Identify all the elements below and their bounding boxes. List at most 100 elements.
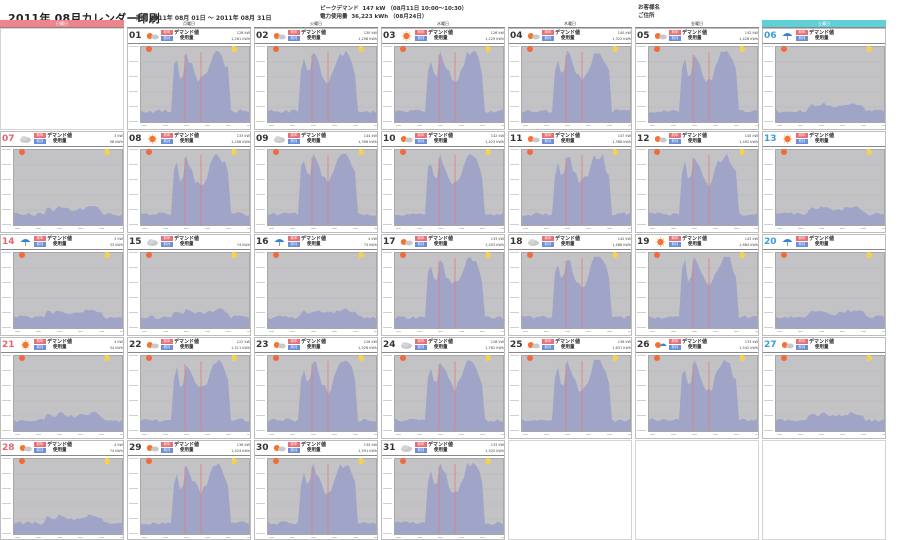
- previous-year-badge: 前年: [34, 236, 46, 241]
- previous-month-badge: 前月: [288, 242, 300, 247]
- demand-label: デマンド値: [555, 133, 581, 139]
- weekday-header: 金曜日: [635, 20, 759, 28]
- day-number: 19: [637, 237, 650, 247]
- demand-value: 133 kW: [490, 443, 504, 447]
- usage-value: 1,261 kWh: [231, 37, 250, 41]
- usage-label: 使用量: [434, 139, 448, 144]
- day-cell: 09 前年 前月 デマンド値 使用量 144 kW 1,396 kWh: [254, 131, 378, 233]
- usage-value: 74 kWh: [109, 449, 123, 453]
- previous-month-badge: 前月: [161, 139, 173, 144]
- comparison-badges: 前年 前月: [34, 339, 46, 351]
- y-axis-ticks: [256, 252, 266, 329]
- sunrise-icon: [146, 458, 152, 464]
- weather-sunny-cloudy-icon: [654, 33, 667, 40]
- comparison-badges: 前年 前月: [669, 30, 681, 42]
- demand-value: 130 kW: [363, 31, 377, 35]
- day-cell: 31 前年 前月 デマンド値 使用量 133 kW 1,520 kWh: [381, 440, 505, 540]
- weather-indicator: [781, 134, 794, 144]
- day-number: 12: [637, 134, 650, 144]
- daily-load-curve: [522, 50, 630, 122]
- previous-year-badge: 前年: [415, 133, 427, 138]
- sunset-icon: [867, 149, 872, 155]
- previous-month-badge: 前月: [288, 448, 300, 453]
- previous-year-badge: 前年: [796, 133, 808, 138]
- day-cell: 20 前年 前月 デマンド値 使用量: [762, 234, 886, 336]
- comparison-badges: 前年 前月: [669, 339, 681, 351]
- sunset-icon: [740, 355, 745, 361]
- day-number: 22: [129, 340, 142, 350]
- usage-label: 使用量: [53, 139, 67, 144]
- day-header-bar: 17 前年 前月 デマンド値 使用量 133 kW 1,403 kWh: [382, 235, 504, 250]
- sunset-icon: [359, 458, 364, 464]
- comparison-badges: 前年 前月: [161, 442, 173, 454]
- demand-label: デマンド値: [428, 442, 454, 448]
- daily-load-curve: [268, 153, 376, 225]
- load-area: [14, 206, 122, 225]
- load-plot: [267, 149, 377, 226]
- day-cell: 04 前年 前月 デマンド値 使用量 140 kW 1,322 kWh: [508, 28, 632, 130]
- weather-sunny-cloudy-icon: [527, 136, 540, 143]
- previous-month-badge: 前月: [542, 139, 554, 144]
- daily-load-curve: [522, 256, 630, 328]
- y-axis-ticks: [256, 149, 266, 226]
- x-axis-ticks: [521, 433, 631, 438]
- y-axis-ticks: [764, 149, 774, 226]
- demand-label: デマンド値: [47, 339, 73, 345]
- usage-value: 1,526 kWh: [358, 346, 377, 350]
- weather-indicator: [146, 31, 159, 41]
- comparison-badges: 前年 前月: [415, 339, 427, 351]
- previous-year-badge: 前年: [542, 339, 554, 344]
- sunset-icon: [359, 252, 364, 258]
- comparison-badges: 前年 前月: [161, 133, 173, 145]
- usage-value: 1,762 kWh: [485, 346, 504, 350]
- y-axis-ticks: [256, 458, 266, 535]
- usage-label: 使用量: [307, 345, 321, 350]
- weather-indicator: [527, 134, 540, 144]
- day-number: 03: [383, 31, 396, 41]
- sunrise-icon: [654, 46, 660, 52]
- period-label: 期間: [136, 15, 149, 22]
- sunrise-icon: [273, 46, 279, 52]
- day-cell: 14 前年 前月 デマンド値 使用量 3 kW 33 kWh: [0, 234, 124, 336]
- weather-indicator: [19, 134, 32, 144]
- comparison-badges: 前年 前月: [796, 339, 808, 351]
- day-cell: 21 前年 前月 デマンド値 使用量 4 kW 34 kWh: [0, 337, 124, 439]
- sunrise-icon: [527, 46, 533, 52]
- usage-label: 使用量: [688, 345, 702, 350]
- day-header-bar: 16 前年 前月 デマンド値 使用量 4 kW 74 kWh: [255, 235, 377, 250]
- daily-load-curve: [522, 359, 630, 431]
- x-axis-ticks: [13, 227, 123, 232]
- daily-load-curve: [395, 153, 503, 225]
- previous-year-badge: 前年: [34, 133, 46, 138]
- day-header-bar: 03 前年 前月 デマンド値 使用量 126 kW 1,229 kWh: [382, 29, 504, 44]
- y-axis-ticks: [2, 355, 12, 432]
- demand-label: デマンド値: [47, 236, 73, 242]
- day-cell: 23 前年 前月 デマンド値 使用量 126 kW 1,526 kWh: [254, 337, 378, 439]
- weather-sunny-cloudy-icon: [273, 445, 286, 452]
- load-plot: [521, 149, 631, 226]
- sunset-icon: [867, 355, 872, 361]
- sunset-icon: [867, 252, 872, 258]
- weather-sunny-cloudy-icon: [527, 342, 540, 349]
- weather-cloudy-icon: [528, 239, 539, 246]
- x-axis-ticks: [775, 124, 885, 129]
- demand-label: デマンド値: [174, 442, 200, 448]
- load-plot: [267, 355, 377, 432]
- daily-load-curve: [395, 360, 503, 431]
- weekday-header: 火曜日: [254, 20, 378, 28]
- usage-label: 使用量: [815, 36, 829, 41]
- weather-indicator: [400, 237, 413, 247]
- previous-year-badge: 前年: [796, 339, 808, 344]
- load-area: [141, 153, 249, 225]
- day-number: 07: [2, 134, 15, 144]
- load-area: [395, 256, 503, 328]
- previous-month-badge: 前月: [161, 345, 173, 350]
- daily-load-curve: [776, 267, 884, 328]
- weather-indicator: [273, 31, 286, 41]
- y-axis-ticks: [764, 355, 774, 432]
- sunset-icon: [613, 149, 618, 155]
- usage-value: 1,229 kWh: [485, 37, 504, 41]
- y-axis-ticks: [2, 149, 12, 226]
- weather-indicator: [146, 134, 159, 144]
